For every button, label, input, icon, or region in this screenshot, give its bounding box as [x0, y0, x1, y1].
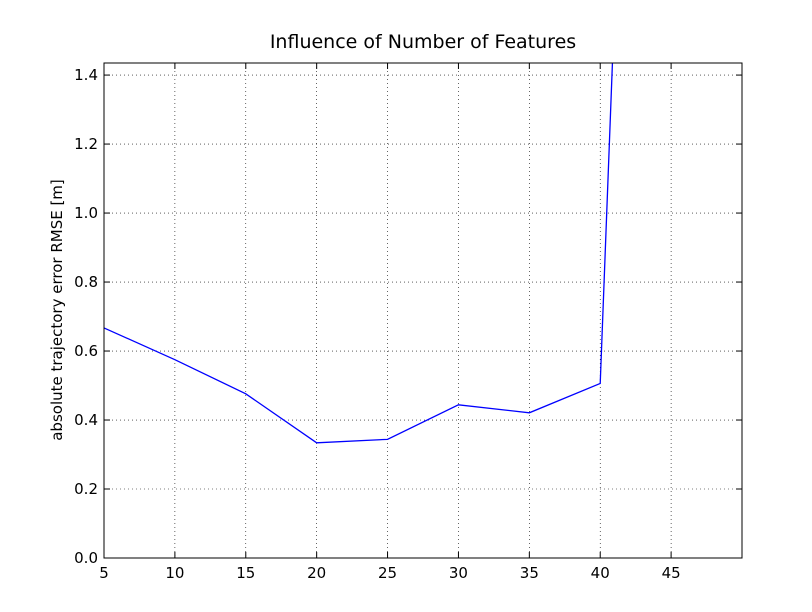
plot-frame — [103, 62, 743, 559]
data-line — [104, 63, 614, 444]
y-axis-label: absolute trajectory error RMSE [m] — [48, 179, 66, 441]
x-tick-label: 25 — [378, 564, 397, 582]
x-tick-label: 40 — [591, 564, 610, 582]
x-tick-label: 15 — [236, 564, 255, 582]
x-tick-label: 45 — [662, 564, 681, 582]
y-tick-label: 1.4 — [74, 66, 98, 84]
y-tick-label: 0.8 — [74, 273, 98, 291]
chart-title: Influence of Number of Features — [270, 31, 576, 53]
x-tick-label: 30 — [449, 564, 468, 582]
y-tick-label: 0.4 — [74, 411, 98, 429]
x-tick-label: 5 — [99, 564, 109, 582]
y-tick-label: 0.2 — [74, 480, 98, 498]
y-tick-label: 0.6 — [74, 342, 98, 360]
x-tick-label: 20 — [307, 564, 326, 582]
x-tick-label: 35 — [520, 564, 539, 582]
x-tick-label: 10 — [165, 564, 184, 582]
y-tick-label: 1.0 — [74, 204, 98, 222]
y-tick-label: 1.2 — [74, 135, 98, 153]
y-tick-label: 0.0 — [74, 549, 98, 567]
